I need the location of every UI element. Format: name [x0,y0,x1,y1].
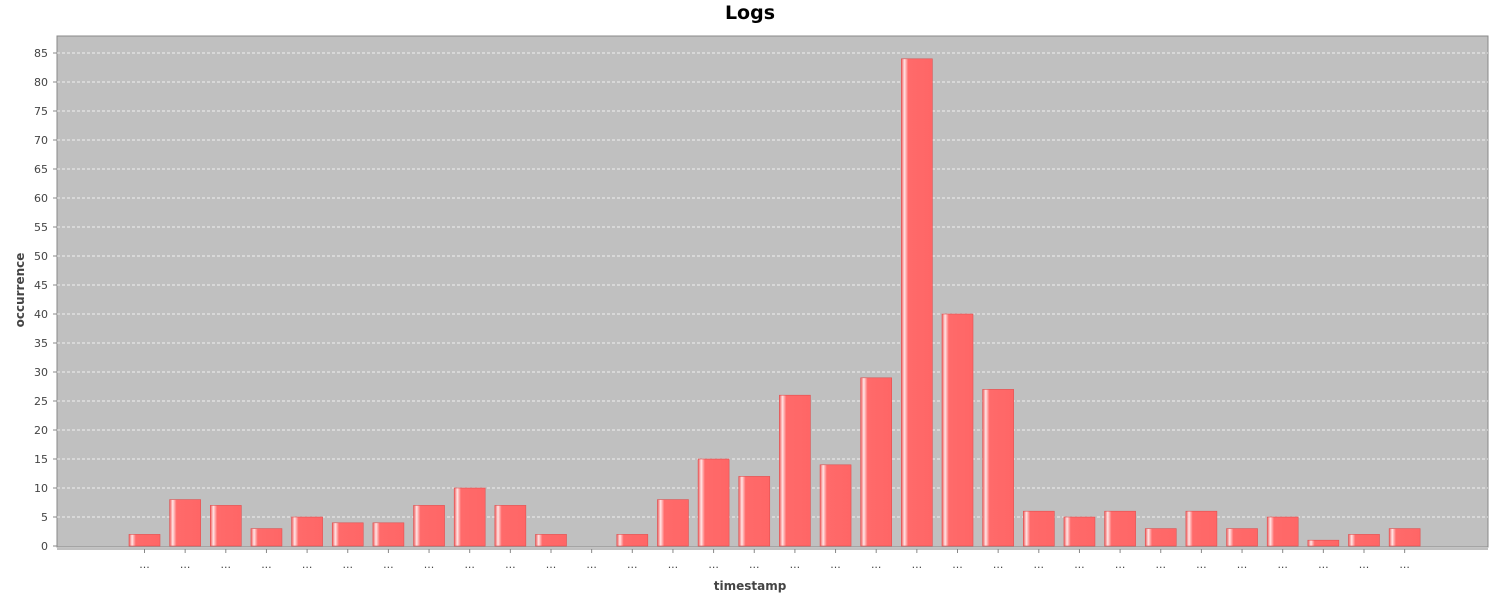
bar [331,522,364,547]
x-tick-label: ... [1115,558,1126,571]
bar [1266,516,1299,547]
y-tick-label: 20 [34,424,48,437]
x-tick-label: ... [1196,558,1207,571]
y-tick-label: 40 [34,308,48,321]
y-tick-label: 30 [34,366,48,379]
y-tick-label: 50 [34,250,48,263]
x-tick-label: ... [1034,558,1045,571]
y-tick-label: 75 [34,105,48,118]
x-tick-label: ... [586,558,597,571]
bar [1185,510,1218,547]
bar [250,528,283,547]
x-tick-label: ... [424,558,435,571]
x-tick-label: ... [505,558,516,571]
x-tick-label: ... [343,558,354,571]
x-tick-label: ... [221,558,232,571]
x-tick-label: ... [546,558,557,571]
x-tick-label: ... [993,558,1004,571]
y-tick-label: 70 [34,134,48,147]
y-tick-label: 5 [41,511,48,524]
bar [1307,539,1340,547]
bar [982,389,1014,547]
bar [819,464,852,547]
bar [453,487,486,547]
x-tick-label: ... [952,558,963,571]
bar [1348,534,1380,547]
bar [1226,528,1258,547]
x-tick-label: ... [1359,558,1370,571]
bar [210,505,242,547]
gridlines [57,52,1488,518]
x-tick-label: ... [627,558,638,571]
x-tick-label: ... [1156,558,1167,571]
x-tick-label: ... [830,558,841,571]
x-tick-label: ... [708,558,719,571]
bar [941,313,974,547]
bar [657,499,689,547]
x-tick-label: ... [1399,558,1410,571]
bar [738,476,771,547]
bar [291,516,323,547]
y-tick-label: 15 [34,453,48,466]
bar [372,522,405,547]
bars [128,58,1421,547]
x-tick-label: ... [1277,558,1288,571]
bar [697,458,730,547]
x-tick-label: ... [668,558,679,571]
x-axis-ticks: ........................................… [139,549,1410,571]
bar [1144,528,1177,547]
bar [128,534,161,547]
chart-title: Logs [724,2,776,24]
x-tick-label: ... [1237,558,1248,571]
bar [494,505,527,547]
x-tick-label: ... [912,558,923,571]
x-tick-label: ... [1074,558,1085,571]
y-tick-label: 80 [34,76,48,89]
y-tick-label: 10 [34,482,48,495]
bar [616,534,649,547]
x-tick-label: ... [383,558,394,571]
y-tick-label: 25 [34,395,48,408]
x-tick-label: ... [1318,558,1329,571]
x-axis-label: timestamp [713,579,787,593]
y-tick-label: 55 [34,221,48,234]
x-tick-label: ... [180,558,191,571]
y-axis-ticks: 0 5 10 15 20 25 30 35 40 45 50 55 60 65 70 75 80 85 [34,47,57,553]
x-tick-label: ... [302,558,313,571]
bar [1388,528,1421,547]
plot-area [56,35,1489,548]
x-tick-label: ... [464,558,475,571]
y-tick-label: 60 [34,192,48,205]
x-tick-label: ... [871,558,882,571]
bar [1063,516,1096,547]
x-tick-label: ... [139,558,150,571]
bar [1104,510,1136,547]
bar [169,499,201,547]
bar [860,377,893,547]
y-tick-label: 45 [34,279,48,292]
bar [779,394,811,547]
bar [535,534,567,547]
y-tick-label: 0 [41,540,48,553]
y-tick-label: 35 [34,337,48,350]
bar [901,58,933,547]
y-tick-label: 85 [34,47,48,60]
bar [413,505,445,547]
x-tick-label: ... [790,558,801,571]
x-tick-label: ... [261,558,272,571]
x-tick-label: ... [749,558,760,571]
y-tick-label: 65 [34,163,48,176]
bar [1022,510,1055,547]
